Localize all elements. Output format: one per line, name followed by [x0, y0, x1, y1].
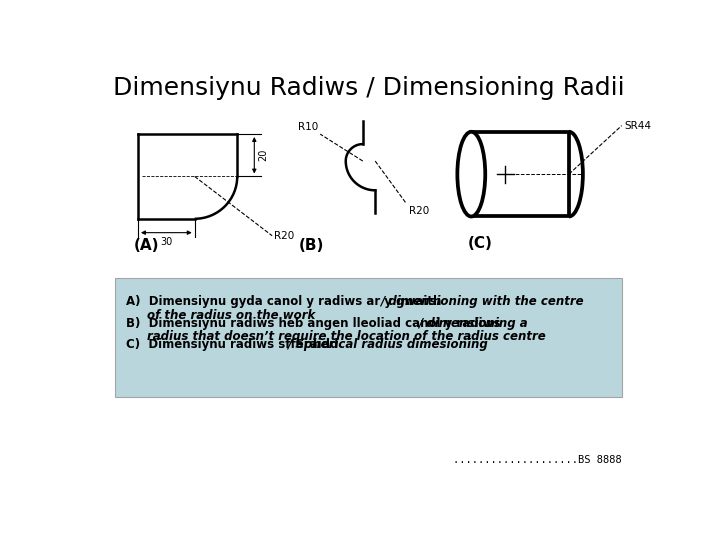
Text: Dimensiynu Radiws / Dimensioning Radii: Dimensiynu Radiws / Dimensioning Radii [113, 76, 625, 100]
Text: radius that doesn’t require the location of the radius centre: radius that doesn’t require the location… [148, 330, 546, 343]
Text: R20: R20 [408, 206, 429, 215]
Text: A)  Dimensiynu gyda canol y radiws ar y gwaith: A) Dimensiynu gyda canol y radiws ar y g… [126, 295, 445, 308]
Bar [472, 132, 569, 217]
Text: (B): (B) [300, 238, 325, 253]
Text: 20: 20 [258, 149, 268, 161]
Text: / Spherical radius dimesioning: / Spherical radius dimesioning [287, 338, 487, 351]
Text: R20: R20 [274, 231, 294, 241]
Text: C)  Dimensiynu radiws sfferaidd: C) Dimensiynu radiws sfferaidd [126, 338, 342, 351]
Text: 30: 30 [161, 237, 173, 246]
Text: / dimensioning a: / dimensioning a [418, 316, 528, 329]
Text: ....................BS 8888: ....................BS 8888 [453, 455, 621, 465]
Text: SR44: SR44 [624, 120, 651, 131]
Text: B)  Dimensiynu radiws heb angen lleoliad canol y radiws: B) Dimensiynu radiws heb angen lleoliad … [126, 316, 504, 329]
Text: (C): (C) [467, 236, 492, 251]
Text: of the radius on the work: of the radius on the work [148, 309, 316, 322]
FancyBboxPatch shape [114, 278, 622, 397]
Text: / dimensioning with the centre: / dimensioning with the centre [380, 295, 583, 308]
Text: R10: R10 [297, 122, 318, 132]
Ellipse shape [457, 132, 485, 217]
Text: (A): (A) [134, 238, 160, 253]
